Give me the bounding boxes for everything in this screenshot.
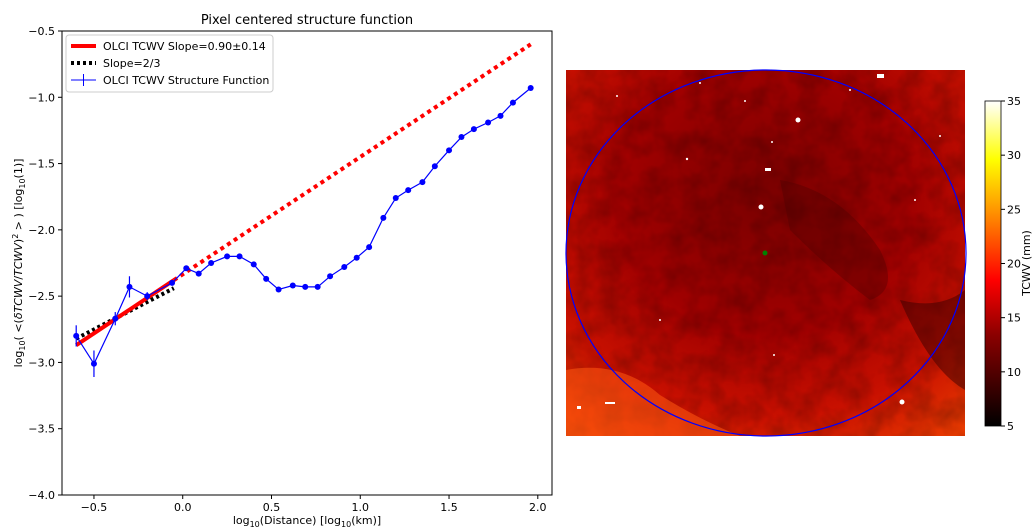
y-tick-label: −2.0 bbox=[28, 224, 55, 237]
x-tick-label: 0.5 bbox=[263, 501, 281, 514]
tcwv-map-panel bbox=[565, 69, 967, 437]
data-point bbox=[73, 332, 80, 339]
y-tick-label: −3.0 bbox=[28, 356, 55, 369]
analysis-circle bbox=[565, 69, 967, 437]
legend-fit-label: OLCI TCWV Slope=0.90±0.14 bbox=[103, 40, 266, 53]
y-tick-label: −3.5 bbox=[28, 423, 55, 436]
x-axis-label: log10(Distance) [log10(km)] bbox=[233, 514, 381, 529]
data-point bbox=[405, 187, 412, 194]
data-point bbox=[169, 279, 176, 286]
colorbar-tick-label: 10 bbox=[1007, 366, 1021, 379]
structure-function-panel: Pixel centered structure function −0.5 0.… bbox=[11, 13, 553, 529]
x-axis-ticks: −0.5 0.0 0.5 1.0 1.5 2.0 bbox=[81, 495, 547, 514]
data-point bbox=[485, 119, 492, 126]
legend-sf-label: OLCI TCWV Structure Function bbox=[103, 74, 269, 87]
data-point bbox=[112, 315, 119, 322]
y-tick-label: −0.5 bbox=[28, 25, 55, 38]
colorbar: 5 10 15 20 25 30 35 TCWV (mm) bbox=[984, 95, 1033, 433]
data-point bbox=[366, 244, 373, 251]
y-tick-label: −4.0 bbox=[28, 489, 55, 502]
x-tick-label: 1.5 bbox=[440, 501, 458, 514]
colorbar-label: TCWV (mm) bbox=[1020, 230, 1033, 297]
colorbar-gradient bbox=[984, 100, 1002, 427]
data-point bbox=[263, 275, 270, 282]
data-point bbox=[90, 360, 97, 367]
colorbar-tick-label: 5 bbox=[1007, 420, 1014, 433]
data-point bbox=[509, 99, 516, 106]
data-point bbox=[195, 270, 202, 277]
x-tick-label: −0.5 bbox=[81, 501, 108, 514]
data-point bbox=[458, 134, 465, 141]
tcwv-map-dark-band bbox=[780, 180, 888, 300]
y-tick-label: −1.5 bbox=[28, 158, 55, 171]
data-point bbox=[144, 293, 151, 300]
data-point bbox=[353, 254, 360, 261]
data-point bbox=[327, 273, 334, 280]
legend-box bbox=[65, 34, 274, 93]
data-point bbox=[446, 147, 453, 154]
colorbar-tick-label: 20 bbox=[1007, 258, 1021, 271]
data-point bbox=[497, 112, 504, 119]
data-point bbox=[419, 179, 426, 186]
data-point bbox=[183, 265, 190, 272]
plot-area bbox=[61, 30, 553, 496]
colorbar-ticks: 5 10 15 20 25 30 35 bbox=[1001, 95, 1021, 433]
data-point bbox=[224, 253, 231, 260]
data-point bbox=[314, 283, 321, 290]
y-axis-label: log10( <(δTCWV/TCWV)2 > ) [log10(1)] bbox=[11, 159, 27, 368]
data-point bbox=[208, 260, 215, 266]
series-layer bbox=[73, 42, 534, 378]
y-tick-label: −2.5 bbox=[28, 290, 55, 303]
center-marker bbox=[762, 250, 768, 256]
colorbar-tick-label: 15 bbox=[1007, 312, 1021, 325]
x-tick-label: 0.0 bbox=[174, 501, 192, 514]
chart-title: Pixel centered structure function bbox=[201, 13, 413, 28]
data-point bbox=[250, 261, 257, 268]
tcwv-map-low-region bbox=[900, 290, 965, 390]
legend: OLCI TCWV Slope=0.90±0.14 Slope=2/3 OLCI… bbox=[65, 34, 274, 93]
cloud-speckles bbox=[577, 74, 941, 409]
legend-slope-label: Slope=2/3 bbox=[103, 57, 160, 70]
data-point bbox=[527, 85, 534, 92]
colorbar-tick-label: 35 bbox=[1007, 95, 1021, 108]
y-tick-label: −1.0 bbox=[28, 91, 55, 104]
data-point bbox=[289, 282, 296, 289]
data-point bbox=[392, 195, 399, 202]
data-point bbox=[236, 253, 243, 260]
data-point bbox=[380, 214, 387, 221]
data-point bbox=[341, 263, 348, 270]
x-tick-label: 1.0 bbox=[352, 501, 370, 514]
data-point bbox=[126, 283, 133, 290]
tcwv-map-high-region bbox=[566, 367, 740, 436]
colorbar-tick-label: 25 bbox=[1007, 203, 1021, 216]
data-point bbox=[470, 126, 477, 133]
y-axis-ticks: −4.0 −3.5 −3.0 −2.5 −2.0 −1.5 −1.0 −0.5 bbox=[28, 25, 62, 502]
data-point bbox=[302, 283, 309, 290]
data-point bbox=[431, 163, 438, 170]
data-point bbox=[275, 286, 282, 293]
colorbar-tick-label: 30 bbox=[1007, 149, 1021, 162]
x-tick-label: 2.0 bbox=[529, 501, 547, 514]
